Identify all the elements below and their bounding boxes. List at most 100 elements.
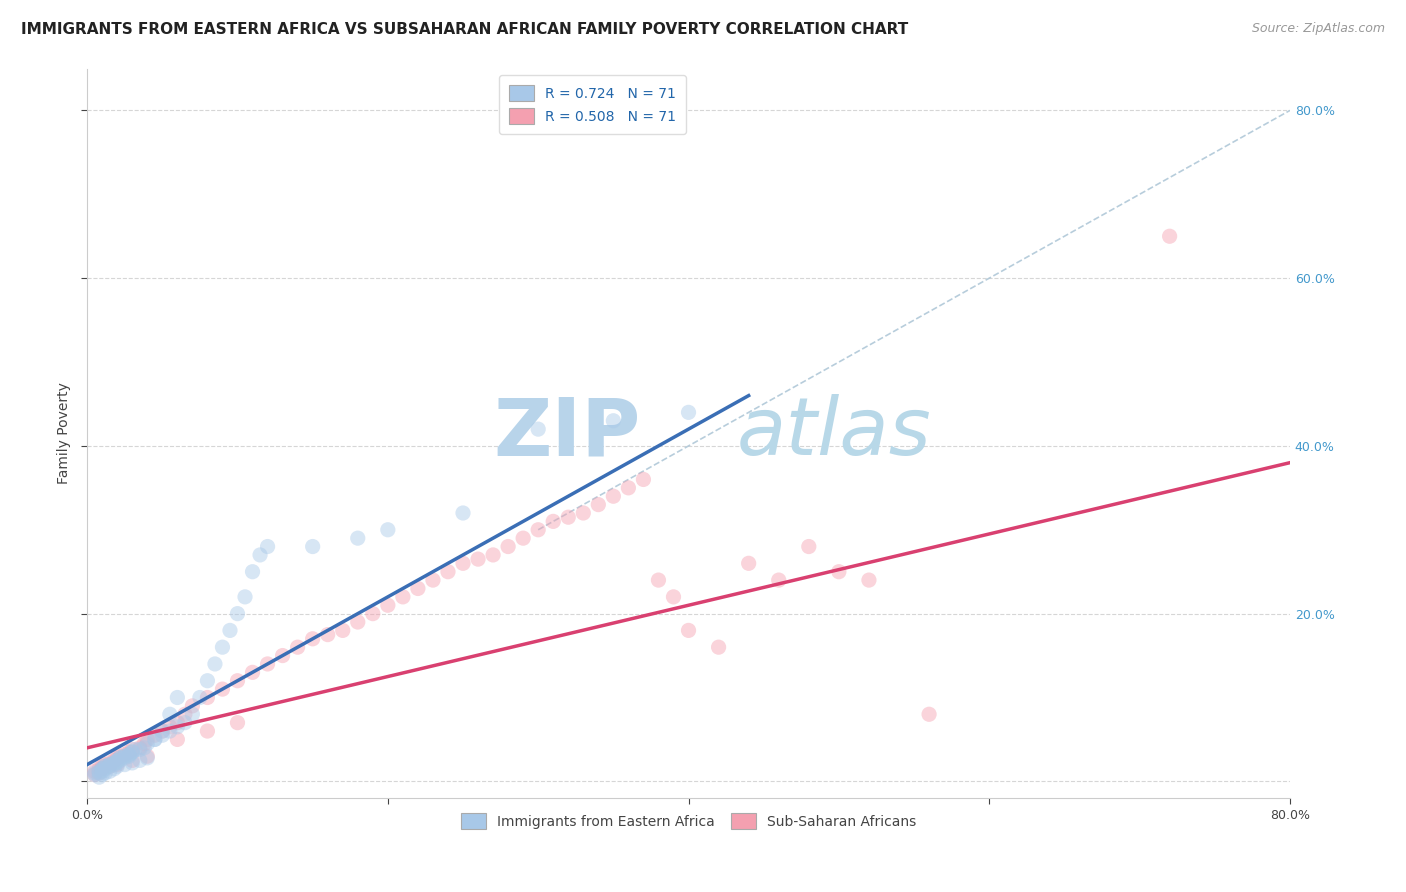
Point <box>166 732 188 747</box>
Point <box>136 732 159 747</box>
Point <box>181 698 204 713</box>
Point <box>678 624 700 638</box>
Point <box>105 756 128 770</box>
Point <box>103 757 125 772</box>
Point <box>150 728 173 742</box>
Point <box>118 745 141 759</box>
Point <box>114 751 136 765</box>
Point <box>482 548 505 562</box>
Point <box>118 747 141 762</box>
Point <box>114 747 136 762</box>
Point <box>451 506 474 520</box>
Point <box>541 515 564 529</box>
Point <box>316 627 339 641</box>
Point <box>89 770 111 784</box>
Point <box>226 607 249 621</box>
Point <box>496 540 519 554</box>
Point <box>150 724 173 739</box>
Point <box>143 732 166 747</box>
Point <box>647 573 669 587</box>
Point <box>211 640 233 655</box>
Point <box>91 762 114 776</box>
Point <box>249 548 271 562</box>
Point <box>226 673 249 688</box>
Point <box>105 753 128 767</box>
Point <box>105 759 128 773</box>
Point <box>136 737 159 751</box>
Point <box>134 740 156 755</box>
Point <box>173 715 195 730</box>
Point <box>143 728 166 742</box>
Point <box>226 715 249 730</box>
Point <box>94 759 117 773</box>
Point <box>128 742 150 756</box>
Point <box>128 740 150 755</box>
Point <box>89 766 111 780</box>
Point <box>159 707 181 722</box>
Point <box>91 764 114 779</box>
Point <box>98 759 121 773</box>
Point <box>89 762 111 776</box>
Point <box>143 732 166 747</box>
Point <box>301 632 323 646</box>
Point <box>98 756 121 770</box>
Point <box>197 724 219 739</box>
Point <box>678 405 700 419</box>
Point <box>136 749 159 764</box>
Point <box>512 531 534 545</box>
Point <box>527 523 550 537</box>
Point <box>572 506 595 520</box>
Point <box>98 757 121 772</box>
Point <box>271 648 294 663</box>
Point <box>94 757 117 772</box>
Point <box>98 764 121 779</box>
Point <box>377 599 399 613</box>
Point <box>406 582 429 596</box>
Point <box>422 573 444 587</box>
Point <box>83 767 105 781</box>
Point <box>83 766 105 780</box>
Point <box>768 573 790 587</box>
Point <box>197 690 219 705</box>
Point <box>858 573 880 587</box>
Point <box>159 724 181 739</box>
Point <box>256 540 278 554</box>
Point <box>159 720 181 734</box>
Point <box>828 565 851 579</box>
Point <box>557 510 579 524</box>
Point <box>98 759 121 773</box>
Point <box>287 640 309 655</box>
Point <box>437 565 460 579</box>
Point <box>83 764 105 779</box>
Point <box>219 624 242 638</box>
Point <box>89 764 111 779</box>
Point <box>346 531 368 545</box>
Text: Source: ZipAtlas.com: Source: ZipAtlas.com <box>1251 22 1385 36</box>
Point <box>110 751 132 765</box>
Point <box>1159 229 1181 244</box>
Point <box>617 481 640 495</box>
Point <box>114 757 136 772</box>
Point <box>121 742 143 756</box>
Point <box>707 640 730 655</box>
Point <box>118 747 141 762</box>
Point <box>197 673 219 688</box>
Point <box>346 615 368 629</box>
Point <box>188 690 211 705</box>
Point <box>94 759 117 773</box>
Y-axis label: Family Poverty: Family Poverty <box>58 383 72 484</box>
Point <box>211 682 233 697</box>
Point <box>166 690 188 705</box>
Point <box>602 489 624 503</box>
Point <box>110 753 132 767</box>
Point <box>91 767 114 781</box>
Point <box>91 762 114 776</box>
Point <box>114 749 136 764</box>
Point <box>377 523 399 537</box>
Point <box>737 557 759 571</box>
Point <box>121 756 143 770</box>
Point <box>121 745 143 759</box>
Point <box>150 724 173 739</box>
Point <box>105 753 128 767</box>
Point <box>114 749 136 764</box>
